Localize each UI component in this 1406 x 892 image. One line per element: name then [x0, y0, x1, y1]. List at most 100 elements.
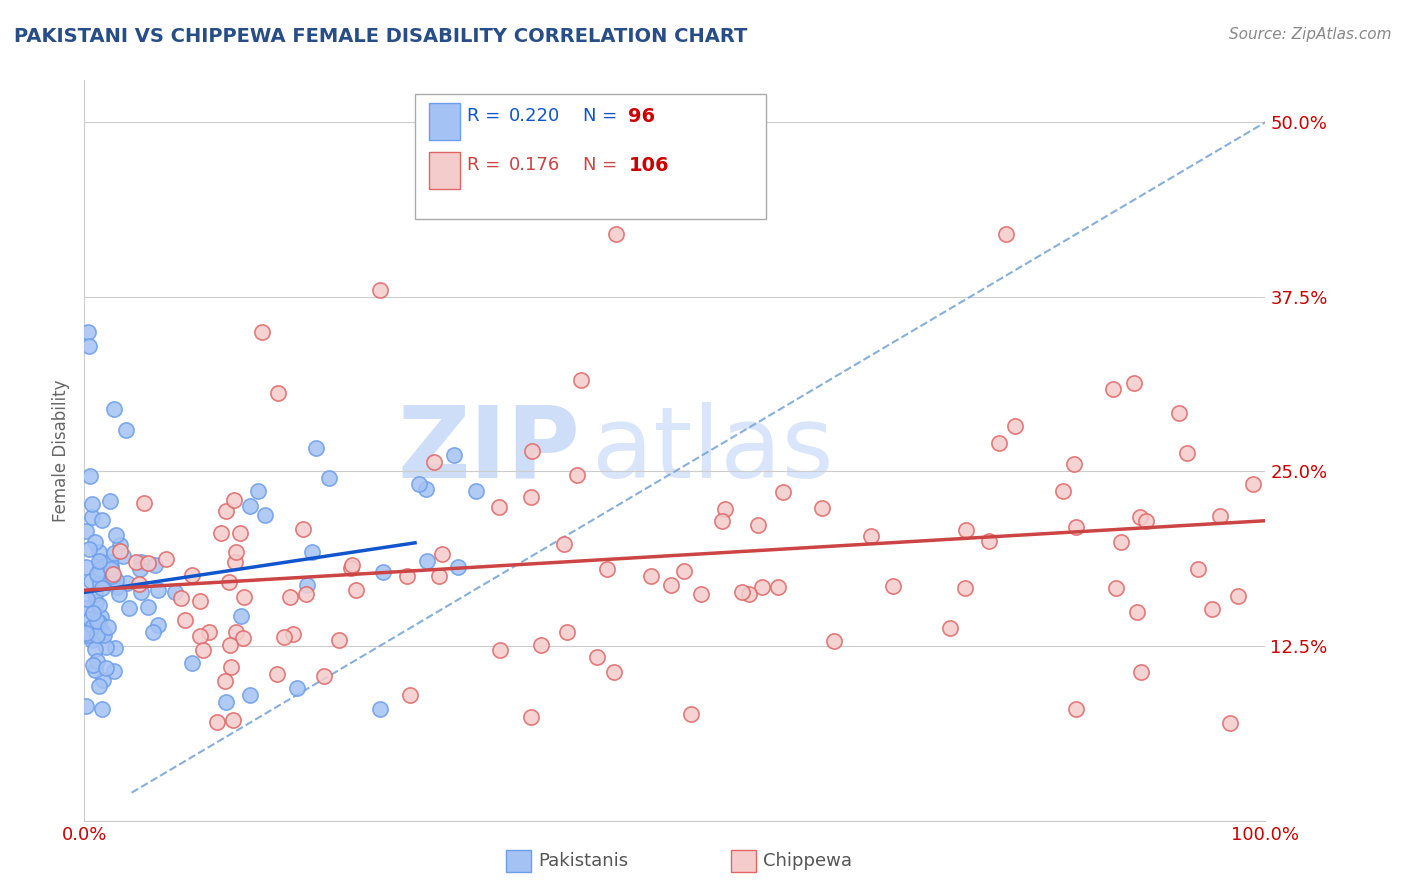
Point: [823, 633, 845, 648]
Point: [111, 549, 134, 564]
Point: [672, 564, 695, 578]
Point: [89, 561, 111, 575]
Point: [103, 401, 125, 416]
Point: [1201, 602, 1223, 616]
Point: [295, 587, 318, 601]
Point: [714, 501, 737, 516]
Point: [219, 660, 242, 674]
Point: [94, 640, 117, 654]
Point: [295, 578, 318, 592]
Point: [143, 558, 166, 572]
Point: [232, 631, 254, 645]
Point: [87, 570, 110, 584]
Point: [231, 608, 253, 623]
Point: [1226, 589, 1249, 603]
Point: [77, 541, 100, 556]
Point: [557, 624, 579, 639]
Point: [75, 601, 97, 615]
Point: [100, 559, 122, 574]
Point: [488, 643, 510, 657]
Text: atlas: atlas: [592, 402, 834, 499]
Point: [163, 584, 186, 599]
Point: [79, 574, 101, 588]
Point: [1105, 581, 1128, 595]
Point: [987, 435, 1010, 450]
Text: Chippewa: Chippewa: [763, 852, 852, 870]
Text: 106: 106: [628, 156, 669, 175]
Point: [87, 615, 110, 630]
Point: [75, 623, 97, 637]
Point: [97, 620, 120, 634]
Point: [569, 373, 592, 387]
Point: [1135, 514, 1157, 528]
Point: [301, 545, 323, 559]
Text: PAKISTANI VS CHIPPEWA FEMALE DISABILITY CORRELATION CHART: PAKISTANI VS CHIPPEWA FEMALE DISABILITY …: [14, 27, 748, 45]
Point: [86, 628, 108, 642]
Point: [567, 467, 589, 482]
Point: [344, 583, 367, 598]
Point: [596, 561, 619, 575]
Point: [605, 227, 627, 241]
Point: [114, 423, 136, 437]
Point: [180, 656, 202, 670]
Point: [129, 585, 152, 599]
Point: [304, 441, 326, 455]
Point: [1175, 445, 1198, 459]
Point: [737, 587, 759, 601]
Point: [250, 325, 273, 339]
Text: R =: R =: [467, 156, 506, 174]
Text: N =: N =: [583, 156, 623, 174]
Point: [1130, 665, 1153, 679]
Point: [105, 580, 128, 594]
Point: [209, 525, 232, 540]
Point: [222, 714, 245, 728]
Point: [87, 554, 110, 568]
Point: [75, 560, 97, 574]
Point: [368, 283, 391, 297]
Point: [1219, 715, 1241, 730]
Point: [447, 559, 470, 574]
Point: [103, 664, 125, 678]
Point: [328, 633, 350, 648]
Point: [101, 569, 124, 583]
Point: [751, 580, 773, 594]
Point: [955, 523, 977, 537]
Point: [86, 566, 108, 581]
Point: [142, 625, 165, 640]
Point: [90, 581, 112, 595]
Point: [318, 471, 340, 485]
Text: 0.220: 0.220: [509, 107, 560, 125]
Point: [1102, 382, 1125, 396]
Point: [105, 528, 128, 542]
Point: [188, 594, 211, 608]
Point: [1066, 702, 1088, 716]
Point: [82, 606, 104, 620]
Point: [80, 498, 103, 512]
Point: [117, 575, 139, 590]
Point: [82, 619, 104, 633]
Point: [94, 661, 117, 675]
Point: [710, 515, 733, 529]
Point: [811, 501, 834, 516]
Point: [340, 561, 363, 575]
Point: [128, 577, 150, 591]
Point: [939, 621, 962, 635]
Point: [89, 576, 111, 591]
Point: [1004, 418, 1026, 433]
Point: [75, 699, 97, 714]
Point: [1241, 477, 1264, 491]
Point: [82, 657, 104, 672]
Point: [218, 574, 240, 589]
Point: [225, 624, 247, 639]
Point: [247, 484, 270, 499]
Point: [312, 669, 335, 683]
Point: [519, 490, 541, 504]
Point: [205, 715, 228, 730]
Point: [84, 535, 107, 549]
Point: [79, 612, 101, 626]
Text: R =: R =: [467, 107, 506, 125]
Point: [108, 538, 131, 552]
Point: [1052, 484, 1074, 499]
Point: [84, 595, 107, 609]
Point: [273, 631, 295, 645]
